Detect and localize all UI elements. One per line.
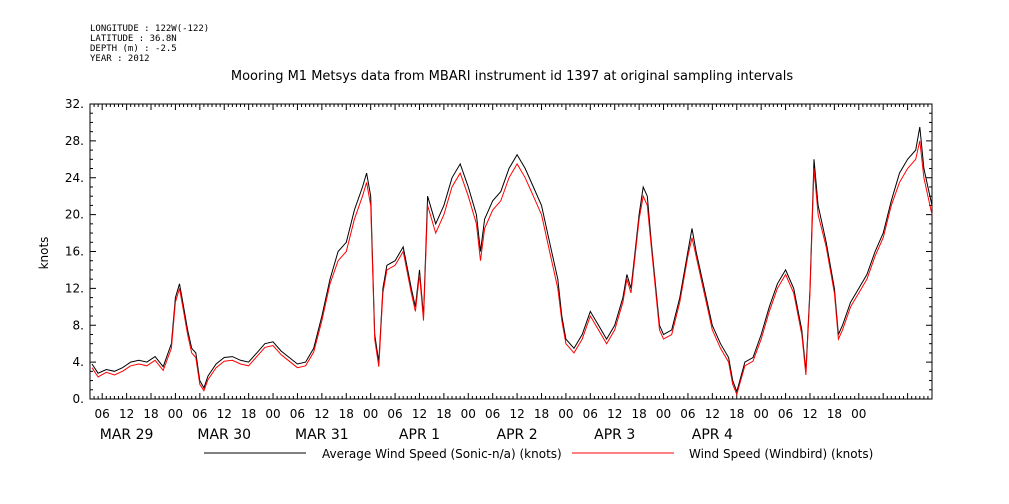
x-tick-label: 12 [607, 407, 622, 421]
x-tick-label: 06 [778, 407, 793, 421]
x-tick-label: 18 [534, 407, 549, 421]
x-tick-label: 06 [583, 407, 598, 421]
x-tick-label: 06 [680, 407, 695, 421]
x-tick-label: 06 [387, 407, 402, 421]
x-tick-label: 06 [290, 407, 305, 421]
x-day-label: APR 2 [497, 427, 538, 443]
year-label: YEAR : 2012 [90, 54, 150, 64]
legend: Average Wind Speed (Sonic-n/a) (knots) W… [204, 447, 873, 461]
x-tick-label: 18 [436, 407, 451, 421]
series-average-line [91, 126, 933, 394]
chart-title: Mooring M1 Metsys data from MBARI instru… [231, 69, 793, 84]
longitude-label: LONGITUDE : 122W(-122) [90, 24, 209, 34]
x-tick-label: 18 [143, 407, 158, 421]
y-tick-label: 20. [65, 208, 84, 222]
plot-frame [89, 103, 933, 400]
y-tick-label: 24. [65, 171, 84, 185]
x-tick-label: 18 [729, 407, 744, 421]
x-tick-label: 00 [558, 407, 573, 421]
y-tick-label: 8. [73, 318, 84, 332]
x-tick-label: 18 [241, 407, 256, 421]
series-windbird-line [91, 140, 933, 396]
x-tick-label: 00 [168, 407, 183, 421]
y-tick-label: 16. [65, 245, 84, 259]
y-tick-label: 28. [65, 134, 84, 148]
x-tick-label: 12 [412, 407, 427, 421]
latitude-label: LATITUDE : 36.8N [90, 34, 177, 44]
x-tick-label: 18 [339, 407, 354, 421]
x-day-label: APR 3 [594, 427, 635, 443]
x-tick-label: 12 [217, 407, 232, 421]
x-tick-label: 00 [754, 407, 769, 421]
x-tick-label: 00 [656, 407, 671, 421]
y-tick-labels: 0. 4. 8. 12. 16. 20. 24. 28. 32. [65, 97, 84, 406]
legend-label-average: Average Wind Speed (Sonic-n/a) (knots) [322, 447, 562, 461]
x-tick-label: 12 [705, 407, 720, 421]
y-tick-label: 32. [65, 97, 84, 111]
x-tick-label: 12 [509, 407, 524, 421]
y-axis-label: knots [37, 237, 51, 270]
x-tick-label: 12 [119, 407, 134, 421]
x-tick-label: 06 [95, 407, 110, 421]
y-tick-label: 12. [65, 281, 84, 295]
x-tick-label: 00 [851, 407, 866, 421]
depth-label: DEPTH (m) : -2.5 [90, 44, 177, 54]
x-day-label: APR 1 [399, 427, 440, 443]
x-tick-label: 00 [265, 407, 280, 421]
x-tick-label: 06 [192, 407, 207, 421]
x-day-label: MAR 29 [100, 427, 154, 443]
y-tick-label: 4. [73, 355, 84, 369]
x-tick-label: 12 [314, 407, 329, 421]
x-day-label: MAR 30 [197, 427, 251, 443]
x-tick-label: 06 [485, 407, 500, 421]
x-tick-label: 00 [363, 407, 378, 421]
x-tick-labels: 06 12 18 00 06 12 18 00 06 12 18 00 06 12 18 00 06 12 18 00… [95, 407, 867, 421]
x-tick-label: 18 [827, 407, 842, 421]
day-labels: MAR 29 MAR 30 MAR 31 APR 1 APR 2 APR 3 APR 4 [100, 427, 733, 443]
x-tick-label: 12 [802, 407, 817, 421]
x-tick-label: 00 [461, 407, 476, 421]
data-series [91, 126, 933, 396]
x-day-label: APR 4 [692, 427, 733, 443]
axis-ticks [89, 103, 933, 400]
x-day-label: MAR 31 [295, 427, 349, 443]
y-tick-label: 0. [73, 392, 84, 406]
x-tick-label: 18 [631, 407, 646, 421]
legend-label-windbird: Wind Speed (Windbird) (knots) [689, 447, 873, 461]
